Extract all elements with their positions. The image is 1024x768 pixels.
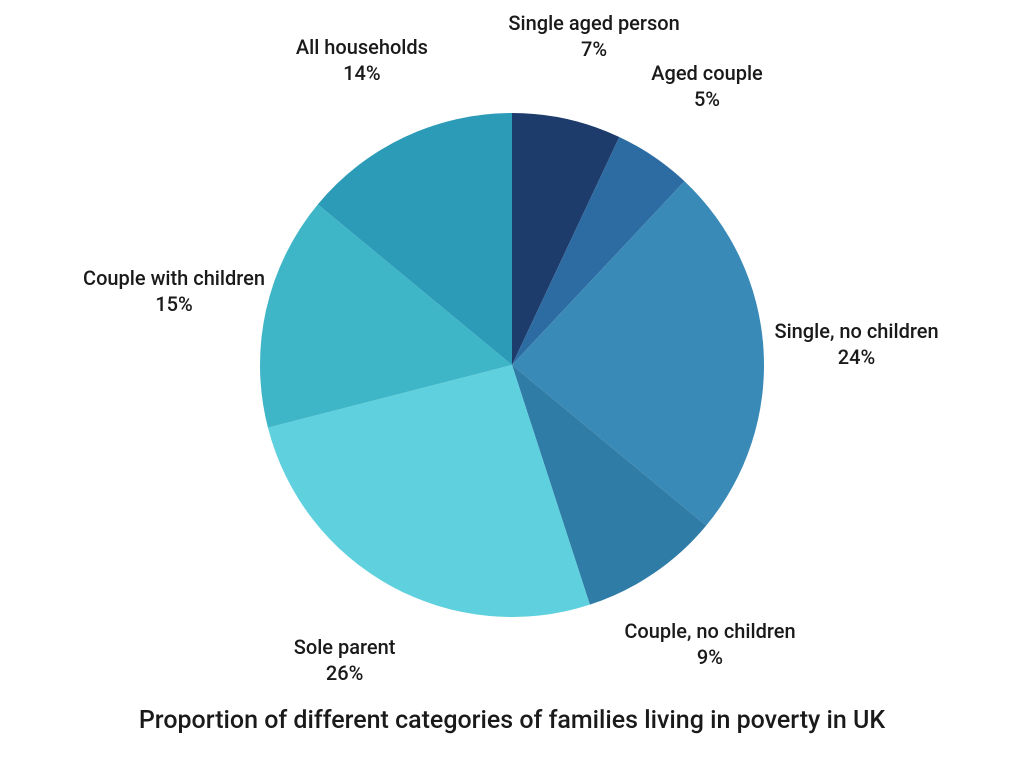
pie-chart-svg xyxy=(0,0,1024,768)
slice-label-value: 5% xyxy=(651,86,763,112)
pie-slice-label: Single, no children24% xyxy=(774,318,938,370)
slice-label-value: 7% xyxy=(508,36,679,62)
pie-slice-label: Couple with children15% xyxy=(83,265,265,317)
slice-label-value: 26% xyxy=(294,660,396,686)
pie-slice-label: Single aged person7% xyxy=(508,10,679,62)
slice-label-value: 24% xyxy=(774,344,938,370)
pie-slice-label: Aged couple5% xyxy=(651,60,763,112)
slice-label-name: Single, no children xyxy=(774,318,938,344)
chart-caption: Proportion of different categories of fa… xyxy=(0,706,1024,735)
pie-slice-label: Couple, no children9% xyxy=(624,618,795,670)
pie-slice-label: Sole parent26% xyxy=(294,634,396,686)
slice-label-name: Sole parent xyxy=(294,634,396,660)
slice-label-value: 15% xyxy=(83,291,265,317)
slice-label-value: 14% xyxy=(296,60,428,86)
pie-slice-label: All households14% xyxy=(296,34,428,86)
chart-caption-text: Proportion of different categories of fa… xyxy=(139,706,885,735)
slice-label-name: Couple with children xyxy=(83,265,265,291)
slice-label-name: Couple, no children xyxy=(624,618,795,644)
slice-label-name: All households xyxy=(296,34,428,60)
pie-chart-container: Single aged person7%Aged couple5% Single,… xyxy=(0,0,1024,768)
slice-label-name: Aged couple xyxy=(651,60,763,86)
slice-label-value: 9% xyxy=(624,644,795,670)
slice-label-name: Single aged person xyxy=(508,10,679,36)
